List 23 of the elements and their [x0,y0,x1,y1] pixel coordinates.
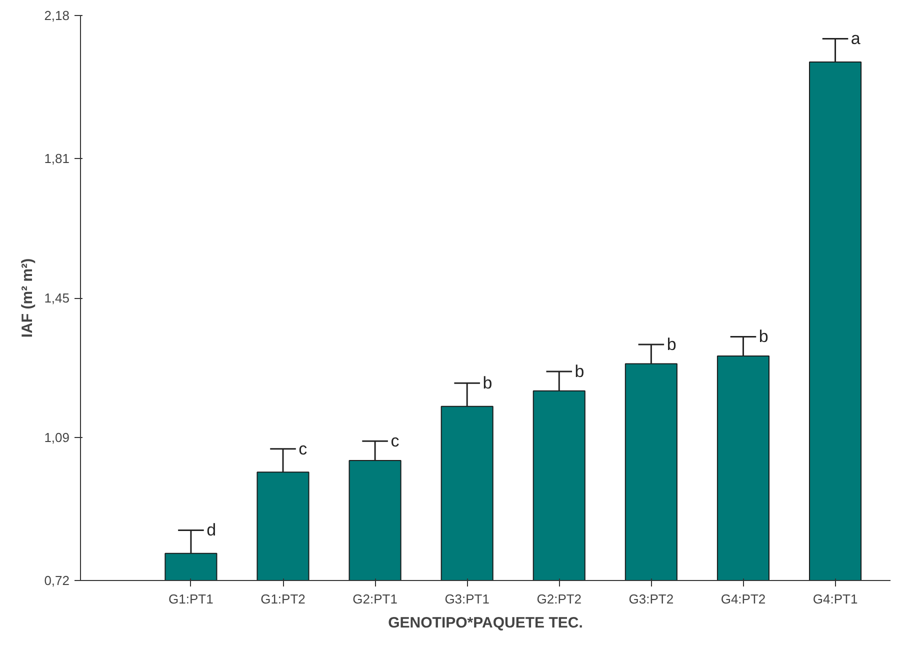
x-tick-label: G1:PT2 [260,592,306,606]
annotation: b [574,362,584,382]
annotation: d [206,520,216,540]
x-tick-label: G2:PT2 [536,592,582,606]
x-tick-label: G4:PT1 [812,592,858,606]
x-tick-label: G3:PT2 [628,592,674,606]
y-tick-label: 1,09 [44,430,70,445]
annotation: b [758,327,768,346]
y-tick-label: 0,72 [44,573,70,588]
annotation: c [390,432,400,451]
x-tick-label: G1:PT1 [168,592,214,606]
annotation: c [298,439,308,458]
x-tick-label: G4:PT2 [720,592,766,606]
x-tick-label: G2:PT1 [352,592,398,606]
y-tick-label: 1,81 [44,151,70,166]
y-axis-title: IAF (m² m²) [19,258,36,338]
x-tick-label: G3:PT1 [444,592,490,606]
y-tick-label: 1,45 [44,290,70,306]
annotation: b [482,374,492,393]
annotation: a [850,29,861,48]
x-axis-title: GENOTIPO*PAQUETE TEC. [388,614,583,632]
y-tick-label: 2,18 [44,8,70,23]
annotation: b [666,334,676,354]
